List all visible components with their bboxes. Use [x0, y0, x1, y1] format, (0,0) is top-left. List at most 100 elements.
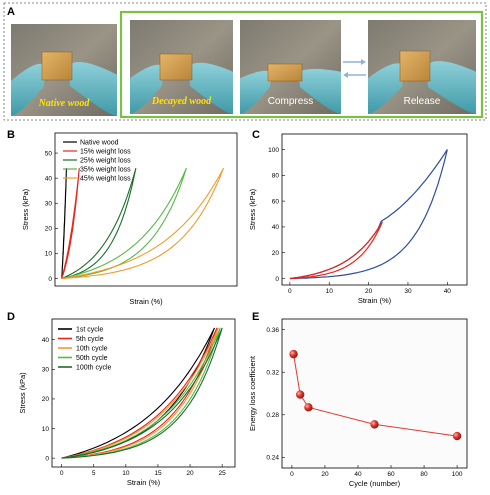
photo-caption: Compress [268, 96, 314, 107]
y-tick-label: 30 [45, 201, 53, 208]
legend-entry: 50th cycle [76, 355, 108, 362]
panel-a-outer-frame [3, 2, 487, 121]
data-point [370, 420, 379, 429]
y-tick-label: 40 [42, 337, 50, 344]
x-tick-label: 5 [92, 470, 96, 477]
x-tick-label: 20 [365, 288, 373, 295]
y-tick-label: 60 [272, 198, 280, 205]
photo-caption: Decayed wood [151, 96, 212, 107]
compress-release-arrows [343, 59, 366, 78]
series-line [61, 167, 225, 280]
x-tick-label: 100 [452, 471, 463, 478]
y-tick-label: 20 [45, 226, 53, 233]
legend-entry: 5th cycle [76, 336, 104, 343]
panel-a: A Native wood Decayed wood Compress Release [3, 2, 487, 121]
series-line [289, 149, 448, 280]
wood-block-icon [399, 50, 431, 82]
x-tick-label: 40 [444, 288, 452, 295]
y-tick-label: 10 [45, 251, 53, 258]
y-axis-label: Stress (kPa) [248, 188, 257, 230]
y-tick-label: 0.36 [266, 327, 279, 334]
x-axis-label: Strain (%) [127, 478, 161, 487]
x-tick-label: 40 [354, 471, 362, 478]
series-line [61, 327, 221, 459]
x-tick-label: 0 [290, 471, 294, 478]
y-tick-label: 100 [268, 147, 279, 154]
x-axis-label: Cycle (number) [349, 479, 401, 488]
plot-frame [51, 318, 236, 468]
series-line [61, 167, 187, 280]
wood-block-icon [159, 53, 193, 81]
legend-entry: 1st cycle [76, 326, 103, 333]
y-axis-label: Stress (kPa) [18, 372, 27, 414]
wood-block-icon [267, 63, 303, 82]
glove-icon [240, 70, 272, 114]
x-tick-label: 0 [288, 288, 292, 295]
y-tick-label: 10 [42, 426, 50, 433]
series-line [289, 221, 383, 280]
legend-entry: 35% weight loss [80, 166, 131, 173]
y-tick-label: 0.32 [266, 370, 279, 377]
legend-entry: 45% weight loss [80, 175, 131, 182]
x-tick-label: 0 [60, 470, 64, 477]
plot-frame [281, 133, 468, 286]
series-line [61, 168, 80, 279]
glove-icon [368, 63, 404, 114]
glove-icon [130, 64, 164, 114]
legend-entry: 100th cycle [76, 364, 112, 371]
data-point [295, 390, 305, 399]
y-tick-label: 20 [272, 250, 280, 257]
photo-4: Release [368, 20, 476, 114]
x-tick-label: 15 [154, 470, 162, 477]
y-tick-label: 40 [272, 224, 280, 231]
x-tick-label: 25 [219, 470, 227, 477]
y-tick-label: 0.28 [266, 412, 279, 419]
series-line [61, 327, 223, 459]
legend-entry: 25% weight loss [80, 157, 131, 164]
y-axis-label: Energy loss coefficient [248, 355, 257, 431]
x-tick-label: 20 [186, 470, 194, 477]
y-tick-label: 20 [42, 396, 50, 403]
y-axis-label: Stress (kPa) [21, 188, 30, 230]
y-tick-label: 80 [272, 173, 280, 180]
decay-frame [119, 10, 484, 119]
x-axis-label: Strain (%) [129, 297, 163, 306]
chart-e: 0 20 40 60 80 100 0.24 0.28 0.32 0.36 Cycle (numbe… [248, 318, 468, 488]
data-point [304, 403, 313, 412]
y-tick-label: 40 [45, 175, 53, 182]
y-tick-label: 0 [48, 276, 52, 283]
y-tick-label: 30 [42, 367, 50, 374]
x-tick-label: 60 [387, 471, 395, 478]
plot-frame [281, 318, 468, 469]
glove-icon [11, 63, 46, 116]
x-axis-label: Strain (%) [358, 296, 392, 305]
y-tick-label: 0 [45, 455, 49, 462]
photo-caption: Native wood [38, 98, 91, 109]
panel-label-e: E [252, 311, 259, 323]
plot-frame [54, 132, 238, 287]
panel-label-c: C [252, 129, 260, 141]
series-line [61, 327, 218, 459]
x-tick-label: 80 [420, 471, 428, 478]
wood-block-icon [41, 51, 73, 81]
chart-b: 0 10 20 30 40 50 Strain (%) Stress (kPa) Native … [21, 132, 238, 306]
photo-2: Decayed wood [130, 20, 233, 114]
panel-label-d: D [7, 311, 15, 323]
y-tick-label: 50 [45, 150, 53, 157]
x-tick-label: 10 [326, 288, 334, 295]
series-line [61, 327, 219, 459]
y-tick-label: 0 [275, 276, 279, 283]
chart-d: 0 5 10 15 20 25 0 10 20 30 40 Strain (%) Stress (kPa… [18, 318, 236, 487]
legend-entry: Native wood [80, 139, 119, 146]
legend-entry: 15% weight loss [80, 148, 131, 155]
panel-label-b: B [7, 129, 15, 141]
data-point [452, 431, 462, 441]
series-line [61, 168, 68, 279]
legend-entry: 10th cycle [76, 345, 108, 352]
photo-1: Native wood [11, 24, 117, 116]
series-line [61, 167, 137, 280]
photo-3: Compress [240, 20, 341, 114]
x-tick-label: 20 [321, 471, 329, 478]
data-point [289, 349, 298, 359]
